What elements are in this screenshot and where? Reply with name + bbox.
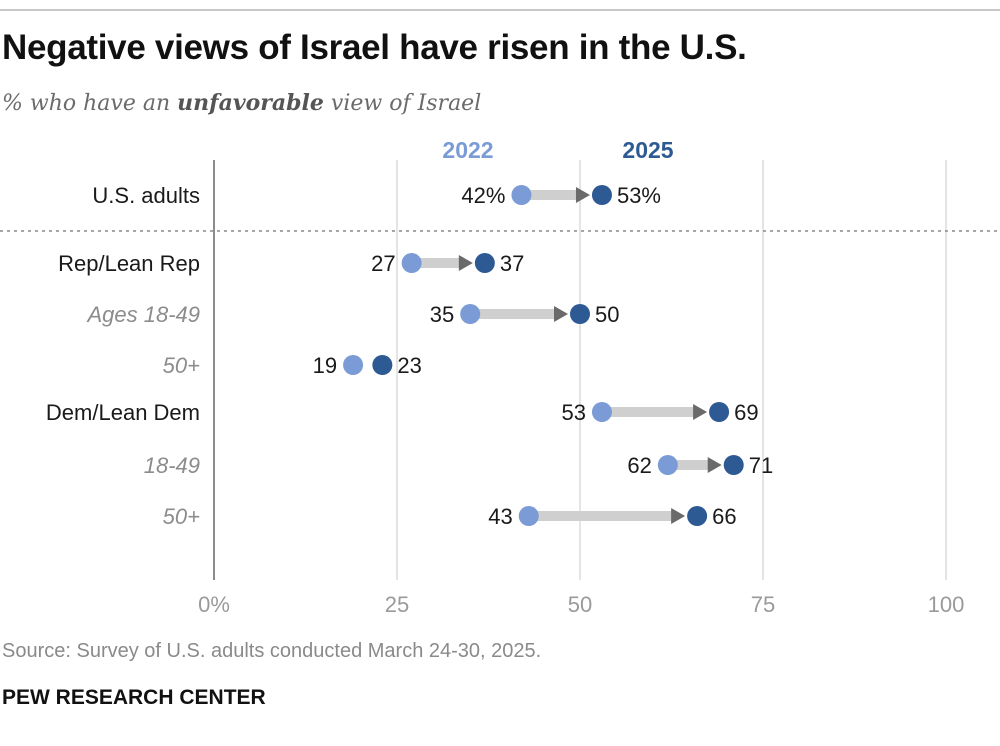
arrowhead [554, 306, 568, 322]
value-label-2025: 23 [397, 353, 421, 378]
legend-2022: 2022 [442, 137, 493, 163]
dumbbell-chart: 0% 25 50 75 100 2022 2025 U.S. adults 42% 53% Rep/… [0, 137, 1000, 617]
dot-2022 [460, 304, 481, 324]
chart-title: Negative views of Israel have risen in t… [2, 28, 747, 67]
dot-2025 [372, 355, 393, 375]
dot-2025 [570, 304, 590, 324]
x-tick-label: 25 [385, 592, 409, 617]
dot-2025 [723, 455, 744, 475]
value-label-2022: 43 [488, 504, 512, 529]
row-label: Rep/Lean Rep [58, 251, 200, 276]
value-label-2022: 42% [461, 183, 505, 208]
brand-logo-text: PEW RESEARCH CENTER [2, 686, 266, 709]
value-label-2025: 69 [734, 400, 758, 425]
row-label: U.S. adults [92, 183, 200, 208]
x-tick-label: 100 [928, 592, 965, 617]
row-label: 50+ [163, 353, 200, 378]
dot-2025 [591, 185, 612, 205]
x-tick-label: 0% [198, 592, 230, 617]
value-label-2025: 66 [712, 504, 736, 529]
row-label: 50+ [163, 504, 200, 529]
x-tick-label: 50 [568, 592, 592, 617]
value-label-2022: 35 [430, 302, 454, 327]
subtitle-emphasis: unfavorable [177, 90, 324, 116]
subtitle-suffix: view of Israel [323, 91, 482, 116]
dot-2022 [657, 455, 678, 475]
arrowhead [671, 508, 686, 524]
arrowhead [575, 187, 590, 203]
arrowhead [693, 404, 708, 420]
value-label-2025: 53% [617, 183, 661, 208]
row-label: Dem/Lean Dem [46, 400, 200, 425]
value-label-2022: 19 [313, 353, 337, 378]
x-tick-label: 75 [751, 592, 775, 617]
value-label-2025: 37 [500, 251, 524, 276]
chart-subtitle: % who have an unfavorable view of Israel [2, 90, 481, 116]
legend-2025: 2025 [622, 137, 673, 163]
row-label: Ages 18-49 [85, 302, 200, 327]
row-label: 18-49 [144, 453, 200, 478]
value-label-2022: 27 [371, 251, 395, 276]
dot-2025 [474, 253, 495, 273]
dot-2022 [511, 185, 532, 205]
dot-2025 [687, 506, 708, 526]
dot-2022 [401, 253, 422, 273]
dot-2022 [343, 355, 364, 375]
source-note: Source: Survey of U.S. adults conducted … [2, 640, 542, 662]
dot-2022 [518, 506, 539, 526]
arrowhead [458, 255, 473, 271]
value-label-2025: 71 [749, 453, 773, 478]
dot-2025 [709, 402, 730, 422]
subtitle-prefix: % who have an [2, 91, 178, 116]
top-rule [0, 9, 1000, 11]
value-label-2022: 62 [627, 453, 651, 478]
value-label-2025: 50 [595, 302, 619, 327]
value-label-2022: 53 [561, 400, 585, 425]
arrowhead [707, 457, 722, 473]
dot-2022 [591, 402, 612, 422]
